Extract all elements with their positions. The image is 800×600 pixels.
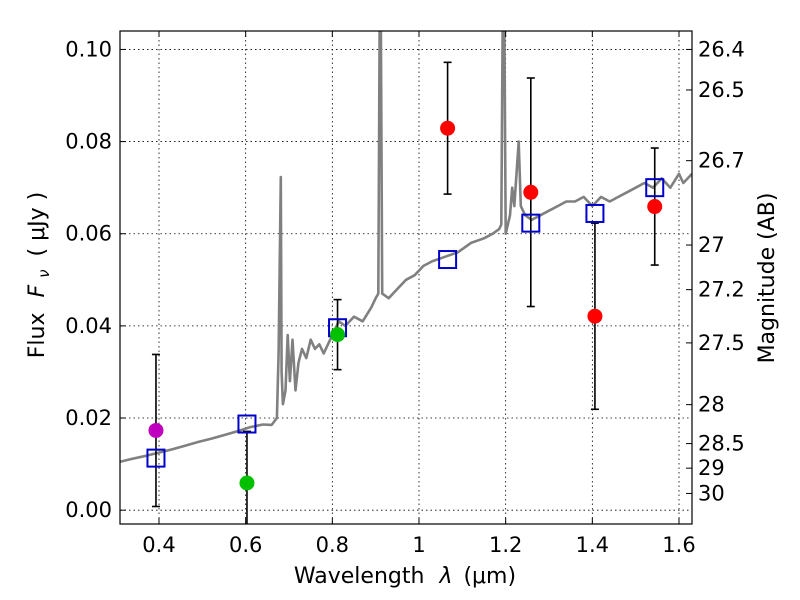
observed-point-i <box>330 327 346 343</box>
model-spectrum <box>120 31 692 464</box>
y2-axis-label: Magnitude (AB) <box>755 193 780 364</box>
x-axis-label: Wavelength λ (μm) <box>294 564 516 589</box>
x-tick-label: 0.6 <box>229 533 262 557</box>
y2-tick-label: 26.7 <box>698 149 745 173</box>
y2-tick-label: 28 <box>698 393 725 417</box>
y-label-unit: ( μJy ) <box>25 192 50 257</box>
plot-frame <box>119 30 693 525</box>
y-label-subscript: ν <box>35 269 53 277</box>
observed-photometry <box>148 120 663 491</box>
x-tick-label: 1.2 <box>489 533 522 557</box>
y2-tick-label: 27.2 <box>698 278 745 302</box>
model-point-6 <box>645 178 665 198</box>
y-tick-label: 0.04 <box>65 314 112 338</box>
observed-point-Y <box>440 120 456 136</box>
y2-tick-label: 29 <box>698 456 725 480</box>
y2-tick-label: 27.5 <box>698 331 745 355</box>
axis-ticks: 0.4 0.6 0.8 1 1.2 1.4 1.6 0.00 0.02 0.04 0.06 0.08 0… <box>65 31 745 557</box>
y2-tick-label: 27 <box>698 233 725 257</box>
x-tick-label: 0.8 <box>316 533 349 557</box>
observed-point-r <box>239 475 255 491</box>
x-label-symbol: λ <box>438 564 452 589</box>
model-point-3 <box>438 250 458 270</box>
y-tick-label: 0.08 <box>65 130 112 154</box>
model-point-5 <box>585 203 605 223</box>
y-axis-label: Flux F ν ( μJy ) <box>25 192 55 358</box>
y-tick-label: 0.10 <box>65 37 112 61</box>
observed-point-u <box>148 422 164 438</box>
y-tick-label: 0.06 <box>65 222 112 246</box>
y2-tick-label: 26.5 <box>698 78 745 102</box>
x-label-unit: (μm) <box>463 564 516 589</box>
model-point-1 <box>237 414 257 434</box>
model-point-0 <box>146 448 166 468</box>
y2-tick-label: 28.5 <box>698 432 745 456</box>
y2-tick-label: 26.4 <box>698 37 745 61</box>
grid <box>120 31 692 524</box>
observed-point-J <box>523 184 539 200</box>
x-tick-label: 1.4 <box>576 533 609 557</box>
y2-tick-label: 30 <box>698 481 725 505</box>
model-point-4 <box>521 213 541 233</box>
x-tick-label: 0.4 <box>142 533 175 557</box>
y-tick-label: 0.00 <box>65 498 112 522</box>
y-label-symbol: F <box>25 284 50 297</box>
x-tick-label: 1.6 <box>662 533 695 557</box>
observed-point-JH <box>587 308 603 324</box>
x-label-text: Wavelength <box>294 564 425 589</box>
y-tick-label: 0.02 <box>65 406 112 430</box>
spectrum-line <box>120 31 692 464</box>
x-tick-label: 1 <box>412 533 425 557</box>
y-label-text: Flux <box>25 312 50 358</box>
model-photometry <box>146 178 665 468</box>
observed-point-H <box>647 199 663 215</box>
